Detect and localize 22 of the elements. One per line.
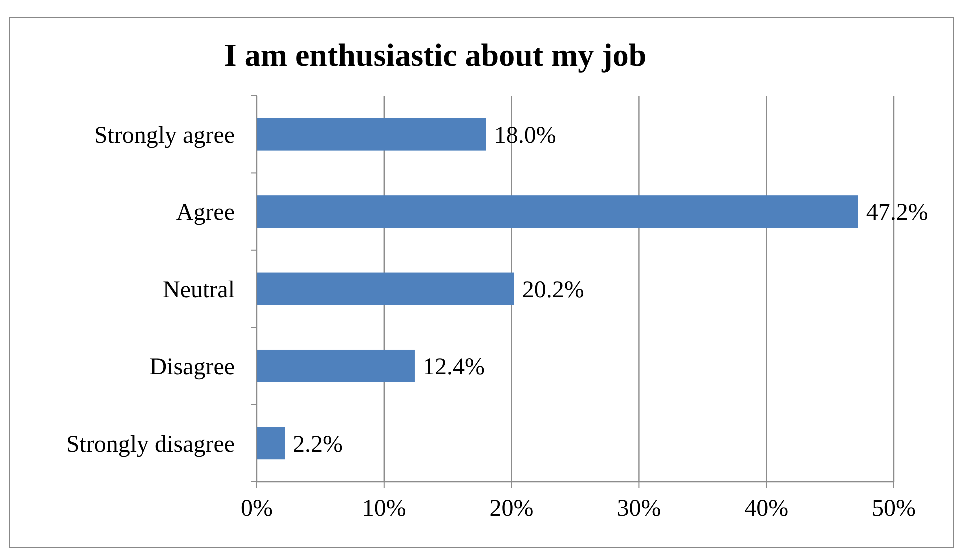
bar [257,350,415,382]
y-tick-label: Disagree [150,354,235,381]
x-tick-label: 50% [872,496,916,522]
data-label: 2.2% [293,432,344,458]
bar [257,427,286,460]
data-label: 18.0% [494,123,556,149]
data-label: 12.4% [422,354,485,381]
x-tick-label: 20% [490,496,534,522]
bar [257,272,514,306]
y-tick-label: Strongly disagree [66,432,235,458]
y-tick-label: Strongly agree [94,123,235,149]
data-label: 47.2% [866,200,928,226]
x-tick-label: 30% [617,496,662,522]
x-tick-label: 0% [241,496,273,522]
chart-title: I am enthusiastic about my job [224,37,647,73]
bar [257,118,486,151]
data-label: 20.2% [522,277,584,304]
x-tick-label: 40% [744,496,789,522]
x-tick-label: 10% [362,496,406,522]
bar [257,196,858,228]
y-tick-label: Neutral [163,277,236,304]
y-tick-label: Agree [176,200,235,226]
